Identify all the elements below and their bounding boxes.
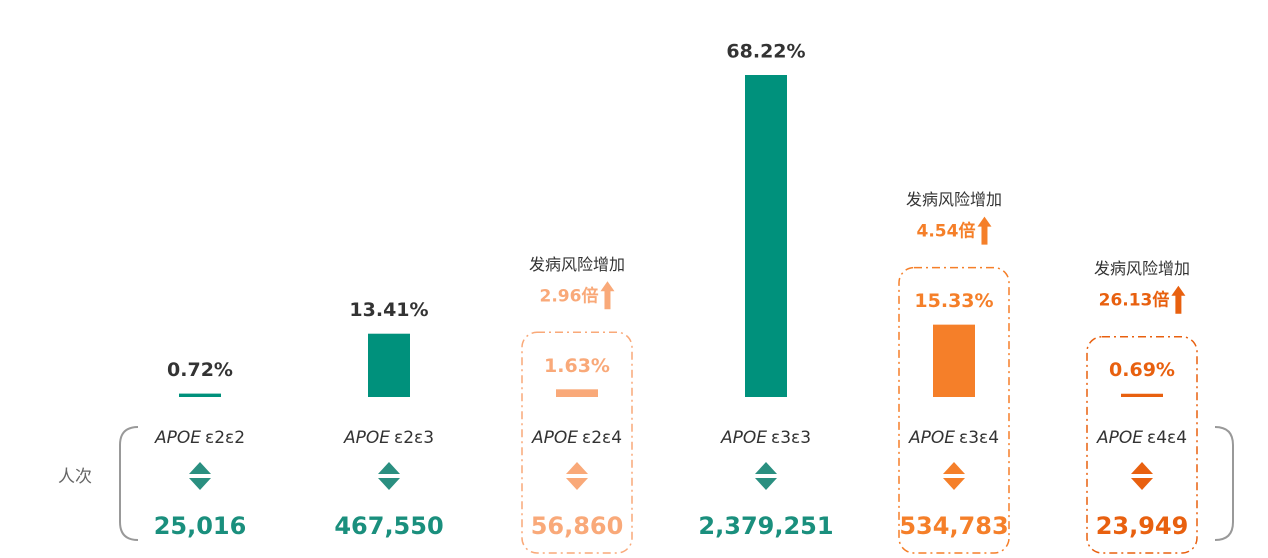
count-label: 2,379,251: [698, 512, 833, 540]
value-label: 0.72%: [167, 359, 233, 381]
genotype: ε3ε3: [771, 428, 811, 448]
genotype-label: APOE ε3ε4: [908, 428, 999, 448]
value-label: 68.22%: [726, 41, 805, 63]
gene-name: APOE: [908, 428, 955, 448]
value-label: 0.69%: [1109, 359, 1175, 381]
genotype: ε3ε4: [959, 428, 999, 448]
diamond-icon: [755, 462, 777, 490]
risk-multiplier: 2.96倍: [540, 285, 599, 306]
bar: [368, 333, 410, 397]
count-label: 25,016: [154, 512, 247, 540]
genotype: ε4ε4: [1147, 428, 1187, 448]
genotype: ε2ε4: [582, 428, 622, 448]
row-label: 人次: [58, 467, 92, 487]
bar: [179, 393, 221, 397]
gene-name: APOE: [531, 428, 578, 448]
genotype-label: APOE ε4ε4: [1096, 428, 1187, 448]
genotype-label: APOE ε2ε3: [343, 428, 434, 448]
risk-label: 发病风险增加: [1094, 259, 1190, 278]
bracket-right: [1214, 426, 1234, 541]
bar: [933, 324, 975, 397]
up-arrow: [977, 216, 992, 245]
up-arrow: [600, 281, 615, 310]
genotype-label: APOE ε3ε3: [720, 428, 811, 448]
gene-name: APOE: [1096, 428, 1143, 448]
risk-label: 发病风险增加: [529, 255, 625, 274]
genotype-label: APOE ε2ε2: [154, 428, 245, 448]
genotype: ε2ε2: [205, 428, 245, 448]
diamond-icon: [378, 462, 400, 490]
up-arrow: [1171, 285, 1186, 314]
count-label: 56,860: [531, 512, 624, 540]
count-label: 23,949: [1096, 512, 1189, 540]
risk-box: [1086, 335, 1198, 554]
bracket-left: [119, 426, 139, 541]
value-label: 13.41%: [349, 299, 428, 321]
genotype: ε2ε3: [394, 428, 434, 448]
diamond-icon: [566, 462, 588, 490]
gene-name: APOE: [720, 428, 767, 448]
diamond-icon: [943, 462, 965, 490]
count-label: 534,783: [899, 512, 1008, 540]
diamond-icon: [189, 462, 211, 490]
gene-name: APOE: [154, 428, 201, 448]
bar: [745, 75, 787, 398]
risk-label: 发病风险增加: [906, 190, 1002, 209]
count-label: 467,550: [334, 512, 443, 540]
value-label: 15.33%: [914, 290, 993, 312]
risk-multiplier: 26.13倍: [1099, 290, 1170, 311]
bar: [556, 389, 598, 397]
risk-box: [898, 266, 1010, 554]
diamond-icon: [1131, 462, 1153, 490]
gene-name: APOE: [343, 428, 390, 448]
risk-box: [521, 331, 633, 554]
genotype-label: APOE ε2ε4: [531, 428, 622, 448]
bar: [1121, 393, 1163, 397]
risk-multiplier: 4.54倍: [917, 221, 976, 242]
value-label: 1.63%: [544, 355, 610, 377]
